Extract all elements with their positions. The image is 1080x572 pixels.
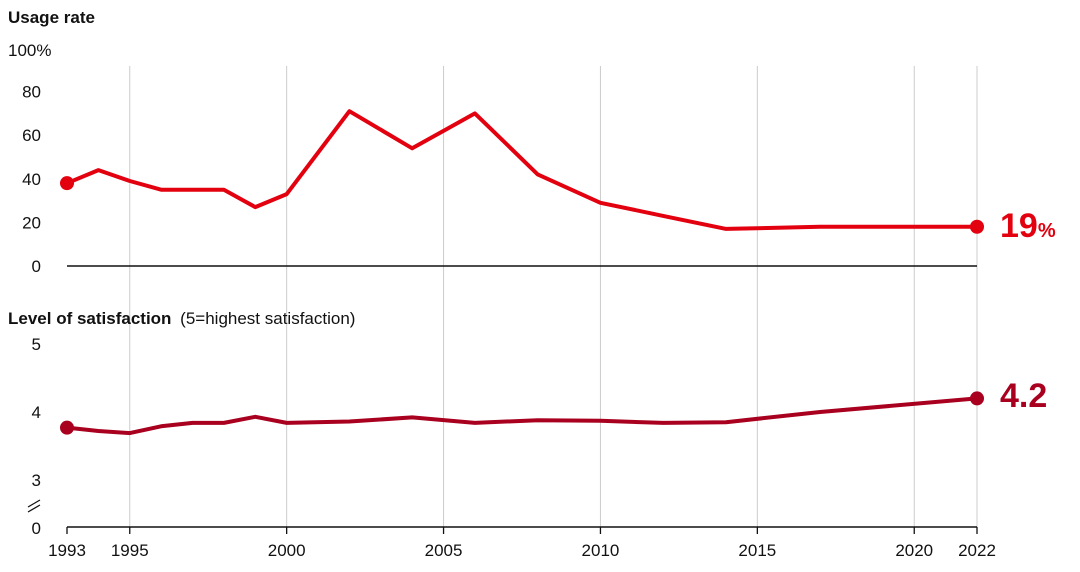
vertical-gridlines bbox=[129, 66, 978, 527]
x-tick-label-1995: 1995 bbox=[111, 541, 149, 560]
satisfaction-chart-title: Level of satisfaction bbox=[8, 309, 171, 328]
satisfaction-chart-title-line: Level of satisfaction (5=highest satisfa… bbox=[8, 309, 355, 328]
satisfaction-start-point bbox=[60, 420, 74, 435]
usage-end-point bbox=[970, 219, 984, 234]
usage-end-unit: % bbox=[1038, 220, 1056, 242]
usage-ytop-label: 100% bbox=[8, 41, 51, 60]
satisfaction-series bbox=[60, 391, 984, 436]
x-tick-label-2015: 2015 bbox=[738, 541, 776, 560]
usage-y-tick-40: 40 bbox=[22, 170, 41, 189]
usage-y-axis: 0 20 40 60 80 bbox=[22, 83, 41, 276]
usage-chart-title: Usage rate bbox=[8, 8, 95, 27]
satisfaction-chart-subtitle: (5=highest satisfaction) bbox=[180, 309, 355, 328]
x-axis: 1993 1995 2000 2005 2010 2015 2020 2022 bbox=[48, 527, 996, 560]
satisfaction-end-label: 4.2 bbox=[1000, 377, 1047, 415]
axis-break-marker bbox=[27, 499, 41, 513]
x-tick-label-2000: 2000 bbox=[268, 541, 306, 560]
usage-y-tick-80: 80 bbox=[22, 83, 41, 102]
x-tick-label-2005: 2005 bbox=[425, 541, 463, 560]
usage-y-tick-0: 0 bbox=[32, 257, 41, 276]
satisfaction-line bbox=[65, 396, 979, 436]
usage-end-label: 19% bbox=[1000, 207, 1056, 245]
usage-end-value: 19 bbox=[1000, 207, 1038, 245]
x-tick-label-2022: 2022 bbox=[958, 541, 996, 560]
satisfaction-y-axis: 5 4 3 0 bbox=[32, 335, 41, 538]
satisfaction-y-tick-0: 0 bbox=[32, 519, 41, 538]
usage-y-tick-20: 20 bbox=[22, 213, 41, 232]
satisfaction-y-tick-4: 4 bbox=[32, 403, 41, 422]
satisfaction-y-tick-3: 3 bbox=[32, 471, 41, 490]
satisfaction-end-point bbox=[970, 391, 984, 406]
usage-y-tick-60: 60 bbox=[22, 126, 41, 145]
usage-line bbox=[65, 109, 979, 231]
usage-start-point bbox=[60, 176, 74, 191]
x-tick-label-1993: 1993 bbox=[48, 541, 86, 560]
satisfaction-y-tick-5: 5 bbox=[32, 335, 41, 354]
usage-series bbox=[60, 109, 984, 234]
x-tick-label-2010: 2010 bbox=[582, 541, 620, 560]
x-tick-label-2020: 2020 bbox=[895, 541, 933, 560]
